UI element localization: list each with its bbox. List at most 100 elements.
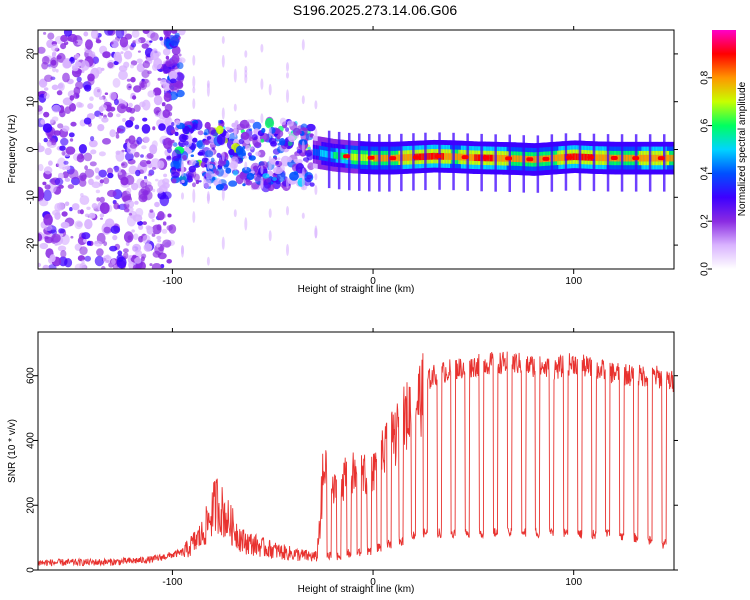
spectrogram-ridge-cell	[314, 148, 317, 156]
spectrogram-blob	[314, 225, 318, 239]
spectrogram-blob	[126, 187, 132, 194]
spectrogram-blob	[169, 36, 180, 47]
spectrogram-blob	[240, 131, 250, 140]
spectrogram-blob	[131, 30, 140, 38]
spectrogram-ridge-cell	[516, 155, 519, 163]
spectrogram-blob	[81, 259, 85, 264]
spectrogram-ridge-cell	[553, 154, 556, 162]
spectrogram-ridge-cell	[479, 154, 482, 162]
spectrogram-ridge-cell	[572, 153, 576, 161]
spectrogram-ridge-cell	[474, 154, 477, 161]
spectrogram-blob	[111, 258, 116, 265]
spectrogram-ridge-cell	[382, 154, 385, 162]
spectrogram-blob	[110, 41, 114, 45]
snr-ytick-label: 600	[26, 367, 37, 384]
spectrogram-blob	[249, 128, 253, 132]
spectrogram-ridge-cell	[489, 154, 492, 162]
spectrogram-blob	[49, 254, 56, 263]
spectrogram-blob	[76, 39, 83, 45]
spectrogram-ridge-cell	[333, 151, 336, 159]
spectrogram-ridge-cell	[623, 154, 626, 162]
spectrogram-blob	[140, 256, 145, 262]
spectrogram-ridge-cell	[668, 154, 671, 162]
spectrogram-blob	[92, 56, 100, 64]
spectrogram-blob	[113, 202, 120, 210]
spectrogram-ridge-cell	[341, 152, 344, 160]
spectrogram-blob	[152, 188, 156, 193]
spectrogram-blob	[72, 65, 79, 72]
spectrogram-blob	[44, 74, 53, 83]
spectrogram-blob	[292, 127, 301, 136]
spectrogram-ridge-cell	[450, 153, 453, 160]
spectrogram-ridge-cell	[447, 153, 450, 160]
spectrogram-blob	[115, 150, 125, 162]
spectrogram-blob	[252, 166, 256, 169]
spectrogram-blob	[44, 224, 53, 231]
spectrogram-blob	[95, 189, 101, 194]
spectrogram-blob	[173, 82, 179, 87]
spectrogram-ridge-cell	[518, 155, 521, 163]
spectrogram-blob	[91, 181, 101, 189]
spectrogram-streak	[438, 132, 441, 190]
spectrogram-blob	[128, 102, 133, 108]
spectrogram-blob	[85, 39, 93, 50]
spectrogram-blob	[157, 239, 162, 243]
spectrogram-ridge-cell	[669, 154, 672, 162]
spectrogram-blob	[244, 65, 248, 73]
spectrogram-blob	[63, 160, 69, 165]
spectrogram-ridge-cell	[599, 154, 602, 162]
spectrogram-blob	[154, 201, 160, 208]
spectrogram-blob	[115, 134, 120, 139]
spectrogram-ridge-cell	[498, 154, 501, 162]
spectrogram-blob	[197, 130, 204, 136]
spectrogram-blob	[70, 121, 77, 127]
spectrogram-peak	[482, 155, 490, 160]
spectrogram-blob	[178, 30, 186, 36]
spectrogram-peak	[657, 156, 665, 161]
spectrogram-blob	[130, 76, 136, 83]
spectrogram-blob	[214, 170, 220, 175]
spectrogram-blob	[141, 69, 150, 78]
spectrogram-ridge-cell	[665, 154, 668, 162]
spectrogram-blob	[192, 137, 198, 143]
spectrogram-ridge-cell	[625, 154, 628, 162]
spectrogram-blob	[301, 140, 305, 153]
spectrogram-streak	[522, 135, 525, 193]
spectrogram-blob	[126, 83, 132, 91]
spectrogram-blob	[163, 173, 168, 178]
spectrogram-blob	[105, 105, 113, 112]
spectrogram-blob	[129, 143, 138, 149]
spectrogram-blob	[302, 127, 308, 132]
spectrogram-blob	[83, 152, 93, 162]
spectrogram-blob	[179, 133, 187, 143]
spectrogram-blob	[80, 60, 90, 71]
spectrogram-blob	[301, 95, 305, 105]
spectrogram-blob	[221, 151, 225, 162]
spectrogram-blob	[192, 86, 196, 94]
spectrogram-blob	[233, 68, 237, 83]
spectrogram-ridge-cell	[653, 154, 656, 162]
spectrogram-streak	[337, 131, 341, 190]
spectrogram-streak	[606, 134, 610, 192]
spectrogram-blob	[59, 109, 66, 118]
spectrogram-blob	[260, 138, 265, 143]
spectrogram-blob	[68, 132, 75, 138]
spectrogram-blob	[55, 69, 59, 73]
spectrogram-blob	[62, 171, 69, 179]
spectrogram-blob	[123, 248, 129, 254]
spectrogram-blob	[156, 187, 164, 194]
spectrogram-ridge-cell	[468, 154, 471, 161]
spectrogram-blob	[198, 180, 202, 183]
spectrogram-ridge-cell	[630, 154, 633, 162]
spectrogram-blob	[204, 164, 208, 168]
spectrogram-blob	[116, 256, 127, 269]
spectrogram-blob	[137, 220, 144, 226]
spectrogram-ridge-cell	[499, 154, 502, 162]
spectrogram-blob	[103, 177, 110, 185]
spectrogram-blob	[176, 62, 184, 70]
spectrogram-blob	[216, 134, 226, 146]
spectrogram-blob	[233, 209, 237, 218]
spectrogram-blob	[84, 165, 88, 171]
spectrogram-blob	[182, 125, 191, 135]
